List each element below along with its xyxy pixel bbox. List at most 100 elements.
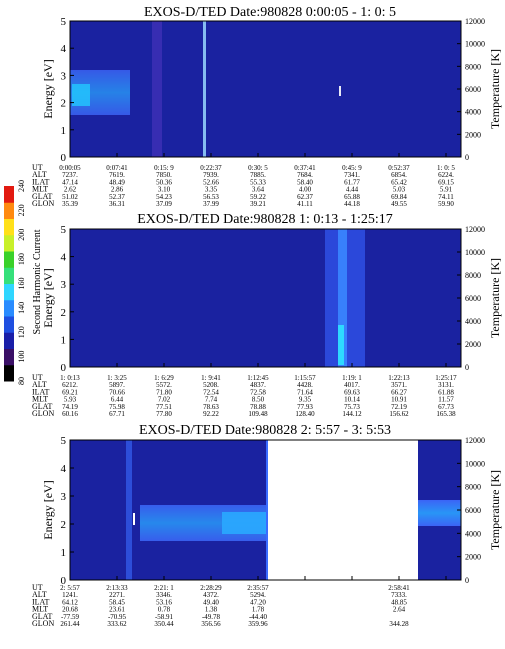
panel-2-streak-core — [338, 229, 347, 367]
annotation-row-label: GLON — [32, 619, 54, 628]
panel-3-band-core — [222, 512, 266, 534]
annotation-value: 7333. — [391, 591, 407, 599]
annotation-value: 2:58:41 — [388, 584, 410, 592]
annotation-value: 41.11 — [297, 200, 313, 208]
panel-2-title: EXOS-D/TED Date:980828 1: 0:13 - 1:25:17 — [137, 212, 392, 227]
panel-1: EXOS-D/TED Date:980828 0:00:05 - 1: 0: 5… — [32, 5, 502, 208]
annotation-value: 0:30: 5 — [248, 164, 268, 172]
y2-tick-label: 10000 — [465, 248, 485, 257]
annotation-value: 5572. — [156, 381, 172, 389]
y-tick-label: 4 — [61, 463, 67, 475]
y-tick-label: 5 — [61, 16, 67, 28]
annotation-value: 37.09 — [156, 200, 172, 208]
y-tick-label: 0 — [61, 575, 67, 587]
colorbar-tick-label: 240 — [17, 180, 26, 192]
annotation-value: 144.12 — [342, 410, 362, 418]
annotation-value: 1:25:17 — [435, 374, 457, 382]
annotation-value: 8.50 — [252, 396, 265, 404]
annotation-row-label: ILAT — [32, 387, 49, 396]
annotation-value: 75.98 — [109, 403, 125, 411]
annotation-value: 1:22:13 — [388, 374, 410, 382]
annotation-row-label: GLAT — [32, 402, 53, 411]
annotation-value: 5.91 — [440, 186, 453, 194]
annotation-value: 9.35 — [299, 396, 312, 404]
annotation-value: 60.16 — [62, 410, 78, 418]
y2-tick-label: 10000 — [465, 459, 485, 468]
y-tick-label: 2 — [61, 98, 67, 110]
annotation-value: 4.00 — [299, 186, 312, 194]
annotation-value: 47.20 — [250, 598, 266, 606]
panel-3-spike — [133, 513, 135, 525]
annotation-value: 2271. — [109, 591, 125, 599]
annotation-value: 1:12:45 — [247, 374, 269, 382]
annotation-value: 4017. — [344, 381, 360, 389]
y2-tick-label: 2000 — [465, 130, 481, 139]
y2-axis-label: Temperature [K] — [488, 470, 502, 550]
annotation-value: 6212. — [62, 381, 78, 389]
annotation-value: 48.49 — [109, 178, 125, 186]
annotation-value: 2:21: 1 — [154, 584, 174, 592]
colorbar-label: Second Harmonic Current — [32, 229, 43, 334]
annotation-value: 44.18 — [344, 200, 360, 208]
annotation-value: 67.71 — [109, 410, 125, 418]
y2-tick-label: 0 — [465, 363, 469, 372]
y-tick-label: 0 — [61, 152, 67, 164]
y2-tick-label: 8000 — [465, 62, 481, 71]
annotation-value: 3571. — [391, 381, 407, 389]
y-tick-label: 1 — [61, 125, 67, 137]
annotation-value: 69.15 — [438, 178, 454, 186]
annotation-row-label: UT — [32, 583, 43, 592]
annotation-value: 69.63 — [344, 388, 360, 396]
y2-tick-label: 6000 — [465, 294, 481, 303]
annotation-row-label: UT — [32, 163, 43, 172]
annotation-value: 0:45: 9 — [342, 164, 362, 172]
panel-1-spike — [203, 21, 206, 157]
annotation-value: 52.66 — [203, 178, 219, 186]
annotation-value: -77.59 — [61, 613, 80, 621]
panel-3-title: EXOS-D/TED Date:980828 2: 5:57 - 3: 5:53 — [139, 423, 391, 438]
annotation-value: 47.14 — [62, 178, 78, 186]
panel-1-title: EXOS-D/TED Date:980828 0:00:05 - 1: 0: 5 — [144, 5, 396, 20]
annotation-value: 6854. — [391, 171, 407, 179]
annotation-value: 4.44 — [346, 186, 359, 194]
annotation-value: 39.21 — [250, 200, 266, 208]
panel-1-band-core — [72, 84, 90, 106]
annotation-value: 1:19: 1 — [342, 374, 362, 382]
annotation-value: 7850. — [156, 171, 172, 179]
annotation-row-label: MLT — [32, 395, 48, 404]
annotation-value: 1.78 — [252, 606, 265, 614]
annotation-value: 11.57 — [438, 396, 454, 404]
annotation-value: 2:35:57 — [247, 584, 269, 592]
colorbar-block — [4, 202, 14, 219]
annotation-value: 7939. — [203, 171, 219, 179]
annotation-row-label: ALT — [32, 170, 47, 179]
annotation-value: 6224. — [438, 171, 454, 179]
annotation-value: 59.90 — [438, 200, 454, 208]
annotation-value: 3131. — [438, 381, 454, 389]
y-tick-label: 4 — [61, 43, 67, 55]
annotation-value: 77.80 — [156, 410, 172, 418]
y2-tick-label: 4000 — [465, 529, 481, 538]
colorbar-tick-label: 140 — [17, 302, 26, 314]
colorbar-block — [4, 332, 14, 349]
annotation-value: 58.40 — [297, 178, 313, 186]
annotation-value: 69.21 — [62, 388, 78, 396]
colorbar-block — [4, 251, 14, 268]
colorbar-block — [4, 186, 14, 203]
y2-tick-label: 6000 — [465, 506, 481, 515]
annotation-value: 49.55 — [391, 200, 407, 208]
colorbar-block — [4, 234, 14, 252]
y2-tick-label: 0 — [465, 576, 469, 585]
annotation-value: 261.44 — [60, 620, 80, 628]
annotation-value: 56.53 — [203, 193, 219, 201]
y-axis-label: Energy [eV] — [41, 268, 55, 327]
annotation-value: 0.78 — [158, 606, 171, 614]
annotation-value: 5897. — [109, 381, 125, 389]
annotation-value: 5208. — [203, 381, 219, 389]
annotation-value: 2:13:33 — [106, 584, 128, 592]
annotation-value: 37.99 — [203, 200, 219, 208]
annotation-value: 55.33 — [250, 178, 266, 186]
annotation-value: 66.27 — [391, 388, 407, 396]
colorbar-tick-label: 180 — [17, 253, 26, 265]
